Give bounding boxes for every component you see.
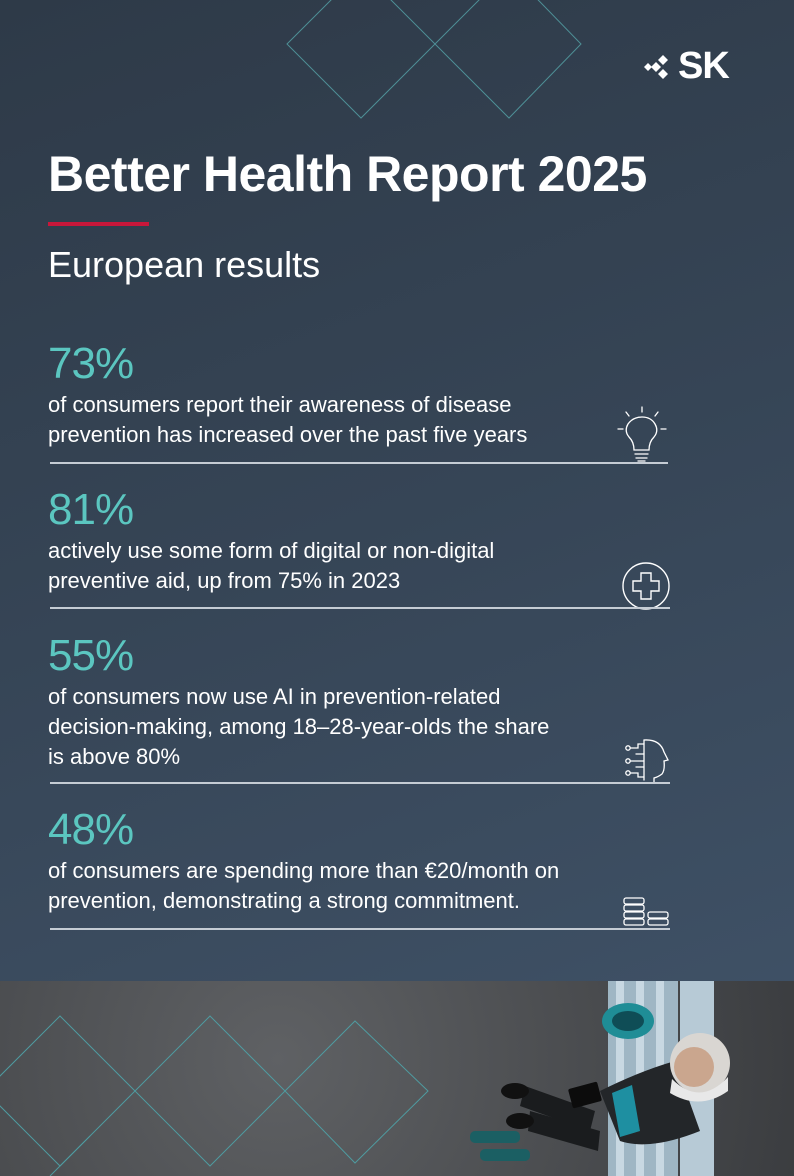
page-title: Better Health Report 2025: [48, 146, 647, 202]
stat-description-line: prevention, demonstrating a strong commi…: [48, 888, 521, 913]
logo-text: SK: [678, 45, 730, 87]
stat-description-line: decision-making, among 18–28-year-olds t…: [48, 714, 550, 739]
sk-logo: SK: [644, 46, 748, 86]
stat-description-line: of consumers now use AI in prevention-re…: [48, 684, 501, 709]
stat-description: actively use some form of digital or non…: [48, 536, 494, 596]
stat-description: of consumers now use AI in prevention-re…: [48, 682, 549, 772]
stat-value: 48%: [48, 805, 134, 854]
lightbulb-icon: [617, 406, 667, 462]
stat-description-line: of consumers report their awareness of d…: [48, 392, 512, 417]
person-on-bench-photo: [0, 981, 794, 1176]
stat-description: of consumers are spending more than €20/…: [48, 856, 559, 916]
stat-description-line: of consumers are spending more than €20/…: [48, 858, 560, 883]
page-subtitle: European results: [48, 244, 321, 285]
photo-illustration: [0, 981, 730, 1176]
stat-divider: [50, 782, 670, 784]
stat-block: 48% of consumers are spending more than …: [48, 806, 559, 916]
stat-description-line: actively use some form of digital or non…: [48, 538, 495, 563]
title-accent-rule: [48, 222, 149, 226]
coin-stack-icon: [623, 897, 669, 926]
stat-value: 73%: [48, 339, 134, 388]
stat-description-line: is above 80%: [48, 744, 181, 769]
stat-divider: [50, 462, 668, 464]
stat-block: 55% of consumers now use AI in preventio…: [48, 632, 549, 772]
ai-head-icon: [625, 739, 669, 782]
stat-description-line: prevention has increased over the past f…: [48, 422, 528, 447]
stat-description: of consumers report their awareness of d…: [48, 390, 527, 450]
stat-block: 81% actively use some form of digital or…: [48, 486, 494, 596]
stat-divider: [50, 928, 670, 930]
stat-description-line: preventive aid, up from 75% in 2023: [48, 568, 401, 593]
logo-diamonds-icon: [644, 55, 668, 79]
diamond-decoration: [286, 0, 582, 119]
medical-plus-icon: [622, 562, 670, 610]
stat-value: 55%: [48, 631, 134, 680]
stat-block: 73% of consumers report their awareness …: [48, 340, 527, 450]
stat-value: 81%: [48, 485, 134, 534]
stat-divider: [50, 607, 670, 609]
